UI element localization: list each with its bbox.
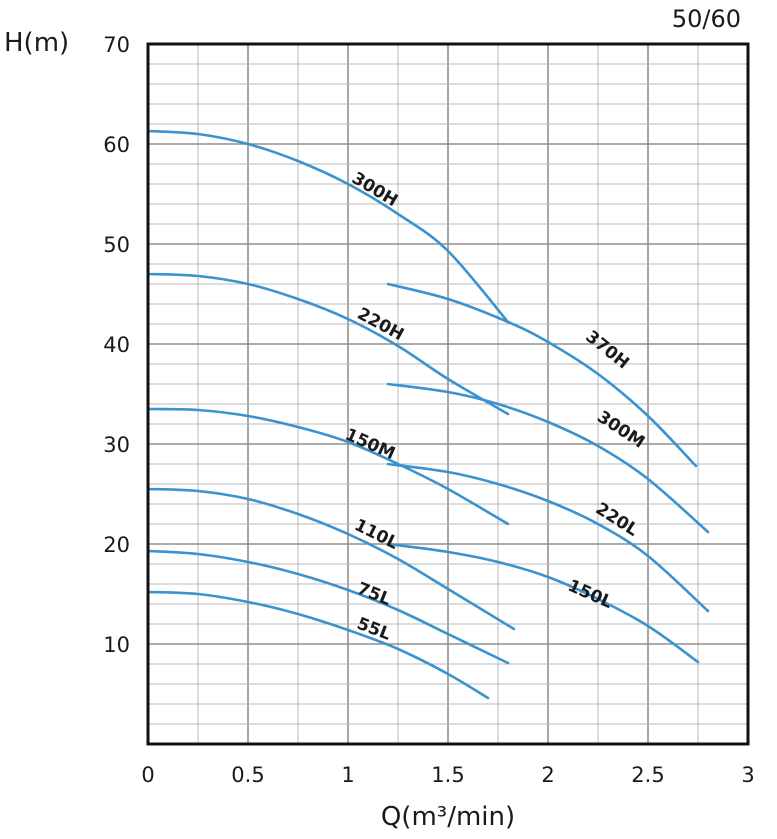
series-line-150l (386, 542, 700, 664)
series-line-220l (386, 462, 710, 613)
plot-frame (146, 42, 750, 746)
series-line-110l (146, 487, 516, 631)
curve-layer (146, 129, 710, 700)
x-tick-label: 0 (141, 763, 154, 787)
series-label-300m: 300M (593, 407, 648, 453)
y-tick-label: 30 (103, 433, 130, 457)
x-tick-label: 2.5 (631, 763, 664, 787)
series-label-75l: 75L (354, 579, 394, 610)
x-tick-label: 2 (541, 763, 554, 787)
series-label-150l: 150L (565, 576, 616, 613)
y-tick-label: 60 (103, 133, 130, 157)
series-line-55l (146, 590, 490, 700)
x-tick-label: 1 (341, 763, 354, 787)
tick-labels: 0 0.5 1 1.5 2 2.5 3 10 20 30 40 50 60 70 (103, 33, 754, 787)
series-line-75l (146, 549, 510, 665)
y-tick-label: 70 (103, 33, 130, 57)
series-line-370h (386, 282, 698, 468)
y-tick-label: 10 (103, 633, 130, 657)
y-tick-label: 50 (103, 233, 130, 257)
x-tick-label: 1.5 (431, 763, 464, 787)
series-label-300h: 300H (348, 168, 401, 211)
series-label-150m: 150M (342, 425, 398, 464)
series-label-220h: 220H (354, 304, 407, 345)
series-line-300m (386, 382, 710, 534)
corner-label: 50/60 (672, 5, 741, 33)
x-tick-label: 3 (741, 763, 754, 787)
y-tick-label: 20 (103, 533, 130, 557)
series-line-150m (146, 407, 510, 526)
series-line-220h (146, 272, 510, 416)
series-line-300h (146, 129, 510, 324)
x-tick-label: 0.5 (231, 763, 264, 787)
y-axis-title: H(m) (4, 28, 69, 58)
grid-lines (148, 44, 748, 744)
y-tick-label: 40 (103, 333, 130, 357)
x-axis-title: Q(m³/min) (381, 802, 515, 832)
